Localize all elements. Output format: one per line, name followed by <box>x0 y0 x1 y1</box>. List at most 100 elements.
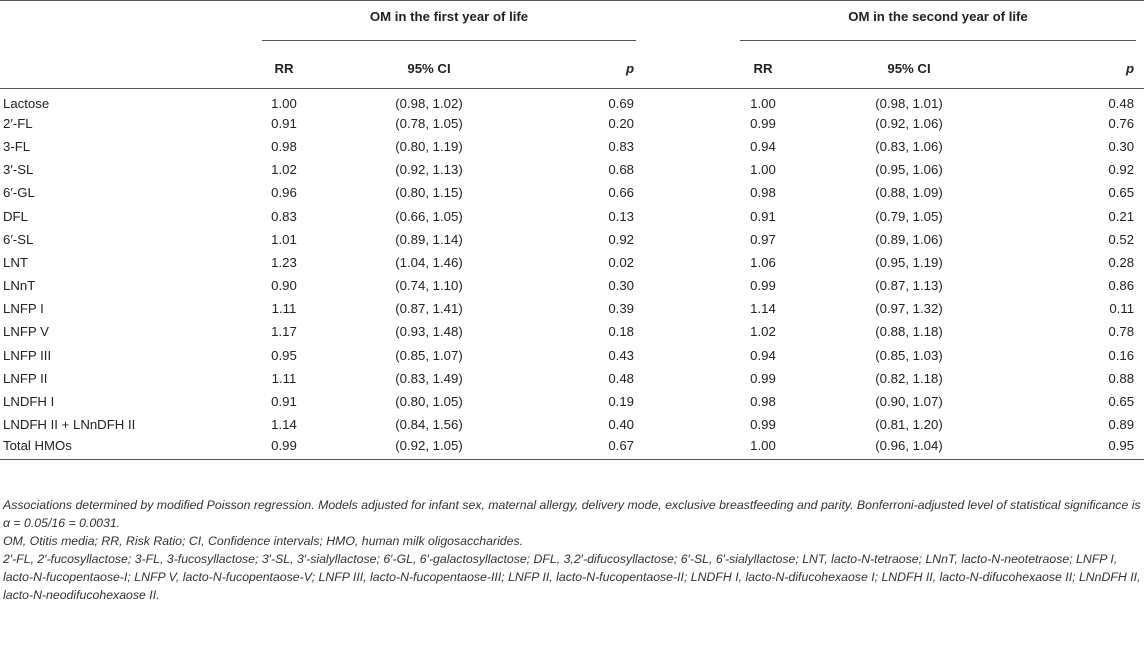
table-row: 6′-GL 0.96 (0.80, 1.15) 0.66 0.98 (0.88, 1.09… <box>0 181 1144 204</box>
ci-second-year-cell: (0.98, 1.01) <box>875 95 943 111</box>
row-label-cell: LNFP I <box>3 301 44 317</box>
rr-first-year-cell: 1.11 <box>271 370 297 386</box>
footnote-hmo-abbreviations: 2′-FL, 2′-fucosyllactose; 3-FL, 3-fucosy… <box>3 552 1141 602</box>
p-second-year-cell: 0.76 <box>1108 115 1135 131</box>
column-header-ci-2: 95% CI <box>794 48 1024 89</box>
ci-first-year-cell: (0.93, 1.48) <box>395 324 463 340</box>
ci-second-year-cell: (0.82, 1.18) <box>875 370 943 386</box>
table-body: Lactose 1.00 (0.98, 1.02) 0.69 1.00 (0.98, 1.… <box>0 89 1144 461</box>
rr-second-year-cell: 0.98 <box>750 394 776 410</box>
gap-cell <box>644 436 732 461</box>
row-label-cell: LNFP III <box>3 347 52 363</box>
gap-cell <box>644 112 732 135</box>
p-second-year-cell: 0.89 <box>1108 417 1135 433</box>
p-first-year-cell: 0.39 <box>608 301 634 317</box>
rr-second-year-cell: 0.91 <box>750 208 776 224</box>
rr-first-year-cell: 0.96 <box>271 185 297 201</box>
p-first-year-cell: 0.13 <box>608 208 634 224</box>
p-first-year-cell: 0.20 <box>608 115 634 131</box>
group-header-first-year-label: OM in the first year of life <box>262 9 636 41</box>
group-header-first-year: OM in the first year of life <box>254 0 644 49</box>
row-label-cell: LNDFH I <box>3 394 55 410</box>
rr-first-year-cell: 1.14 <box>271 417 297 433</box>
gap-cell <box>644 274 732 297</box>
p-second-year-cell: 0.86 <box>1108 278 1135 294</box>
ci-first-year-cell: (0.80, 1.19) <box>395 138 463 154</box>
row-label-cell: LNT <box>3 254 28 270</box>
ci-first-year-cell: (1.04, 1.46) <box>395 254 463 270</box>
rr-second-year-cell: 1.02 <box>750 324 776 340</box>
rr-first-year-cell: 1.11 <box>271 301 297 317</box>
ci-first-year-cell: (0.92, 1.13) <box>395 162 463 178</box>
ci-second-year-cell: (0.88, 1.09) <box>875 185 943 201</box>
table-row: LNnT 0.90 (0.74, 1.10) 0.30 0.99 (0.87, 1.13)… <box>0 274 1144 297</box>
table-row: 3′-SL 1.02 (0.92, 1.13) 0.68 1.00 (0.95, 1.06… <box>0 158 1144 181</box>
gap-cell <box>644 320 732 343</box>
p-second-year-cell: 0.48 <box>1108 95 1135 111</box>
gap-cell <box>644 297 732 320</box>
row-label-cell: Lactose <box>3 95 50 111</box>
ci-first-year-cell: (0.66, 1.05) <box>395 208 463 224</box>
rr-second-year-cell: 1.00 <box>732 436 794 461</box>
rr-second-year-cell: 0.99 <box>750 417 776 433</box>
p-second-year-cell: 0.21 <box>1108 208 1135 224</box>
rr-second-year-cell: 1.14 <box>750 301 776 317</box>
ci-second-year-cell: (0.92, 1.06) <box>875 115 943 131</box>
ci-first-year-cell: (0.84, 1.56) <box>395 417 463 433</box>
rr-first-year-cell: 0.98 <box>271 138 297 154</box>
rr-second-year-cell: 0.94 <box>750 138 776 154</box>
row-label-cell: 6′-SL <box>3 231 34 247</box>
ci-first-year-cell: (0.80, 1.05) <box>395 394 463 410</box>
table-row: 2′-FL 0.91 (0.78, 1.05) 0.20 0.99 (0.92, 1.06… <box>0 112 1144 135</box>
column-header-p-1: p <box>544 48 644 89</box>
header-blank-cell <box>0 0 254 49</box>
p-first-year-cell: 0.68 <box>608 162 634 178</box>
ci-second-year-cell: (0.97, 1.32) <box>875 301 943 317</box>
header-gap-cell <box>644 0 732 49</box>
rr-first-year-cell: 0.95 <box>271 347 297 363</box>
row-label-cell: LNFP II <box>3 370 48 386</box>
p-second-year-cell: 0.11 <box>1109 301 1135 317</box>
gap-cell <box>644 251 732 274</box>
ci-second-year-cell: (0.79, 1.05) <box>875 208 943 224</box>
ci-second-year-cell: (0.83, 1.06) <box>875 138 943 154</box>
ci-first-year-cell: (0.74, 1.10) <box>395 278 463 294</box>
table-row: LNDFH II + LNnDFH II 1.14 (0.84, 1.56) 0.40… <box>0 413 1144 436</box>
ci-second-year-cell: (0.85, 1.03) <box>875 347 943 363</box>
ci-second-year-cell: (0.89, 1.06) <box>875 231 943 247</box>
ci-first-year-cell: (0.89, 1.14) <box>395 231 463 247</box>
footnote-methods: Associations determined by modified Pois… <box>3 498 1141 530</box>
p-first-year-cell: 0.83 <box>608 138 634 154</box>
gap-cell <box>644 181 732 204</box>
column-header-ci-1: 95% CI <box>314 48 544 89</box>
ci-first-year-cell: (0.87, 1.41) <box>395 301 463 317</box>
rr-second-year-cell: 0.98 <box>750 185 776 201</box>
ci-second-year-cell: (0.87, 1.13) <box>875 278 943 294</box>
row-label-cell: Total HMOs <box>0 436 254 461</box>
row-label-cell: LNnT <box>3 278 36 294</box>
p-first-year-cell: 0.40 <box>608 417 634 433</box>
group-header-second-year-label: OM in the second year of life <box>740 9 1137 41</box>
footnote-abbreviations: OM, Otitis media; RR, Risk Ratio; CI, Co… <box>3 534 524 548</box>
p-second-year-cell: 0.88 <box>1108 370 1135 386</box>
p-first-year-cell: 0.92 <box>608 231 634 247</box>
gap-cell <box>644 158 732 181</box>
table-row: 3-FL 0.98 (0.80, 1.19) 0.83 0.94 (0.83, 1.06)… <box>0 135 1144 158</box>
p-first-year-cell: 0.02 <box>608 254 634 270</box>
rr-first-year-cell: 1.17 <box>271 324 297 340</box>
rr-first-year-cell: 1.23 <box>271 254 297 270</box>
column-header-blank <box>0 48 254 89</box>
row-label-cell: 3′-SL <box>3 162 34 178</box>
p-second-year-cell: 0.65 <box>1108 394 1135 410</box>
ci-second-year-cell: (0.88, 1.18) <box>875 324 943 340</box>
rr-second-year-cell: 0.94 <box>750 347 776 363</box>
ci-first-year-cell: (0.85, 1.07) <box>395 347 463 363</box>
p-first-year-cell: 0.66 <box>608 185 634 201</box>
table-footnotes: Associations determined by modified Pois… <box>3 496 1141 604</box>
ci-first-year-cell: (0.83, 1.49) <box>395 370 463 386</box>
rr-second-year-cell: 0.97 <box>750 231 776 247</box>
column-header-rr-1: RR <box>254 48 314 89</box>
gap-cell <box>644 390 732 413</box>
ci-second-year-cell: (0.90, 1.07) <box>875 394 943 410</box>
ci-second-year-cell: (0.81, 1.20) <box>875 417 943 433</box>
